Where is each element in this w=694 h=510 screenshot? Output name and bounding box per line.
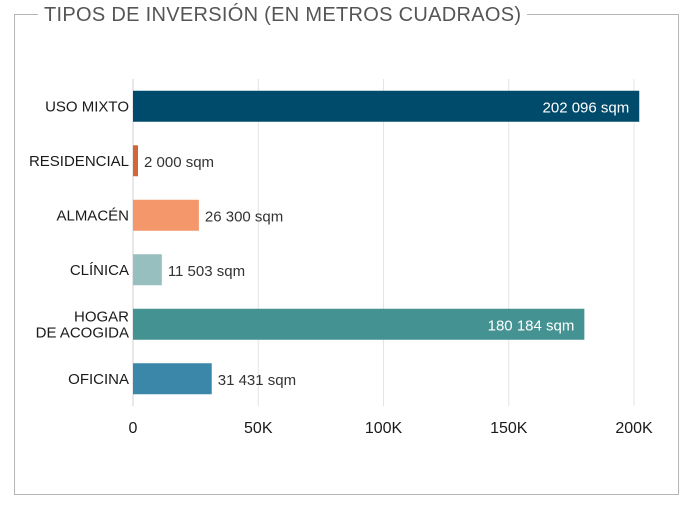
data-label: 31 431 sqm xyxy=(218,372,296,389)
category-label: RESIDENCIAL xyxy=(29,153,129,170)
data-label: 202 096 sqm xyxy=(543,99,630,116)
data-label: 180 184 sqm xyxy=(488,317,575,334)
category-label: DE ACOGIDA xyxy=(36,324,129,341)
bar xyxy=(133,199,199,231)
x-tick-label: 0 xyxy=(129,420,138,437)
bar xyxy=(133,145,139,177)
x-tick-label: 50K xyxy=(244,420,273,437)
data-label: 11 503 sqm xyxy=(168,263,245,280)
data-label: 2 000 sqm xyxy=(144,154,214,171)
chart-title: TIPOS DE INVERSIÓN (EN METROS CUADRAOS) xyxy=(38,4,528,27)
data-label: 26 300 sqm xyxy=(205,208,283,225)
category-label: ALMACÉN xyxy=(56,207,129,224)
x-tick-label: 100K xyxy=(365,420,403,437)
category-label: CLÍNICA xyxy=(70,262,129,279)
bar xyxy=(133,363,212,395)
category-label: OFICINA xyxy=(68,371,129,388)
bar xyxy=(133,90,640,122)
bar xyxy=(133,254,162,286)
category-label: HOGAR xyxy=(74,308,129,325)
x-tick-label: 200K xyxy=(615,420,653,437)
x-tick-label: 150K xyxy=(490,420,528,437)
bar xyxy=(133,308,585,340)
category-label: USO MIXTO xyxy=(45,98,129,115)
